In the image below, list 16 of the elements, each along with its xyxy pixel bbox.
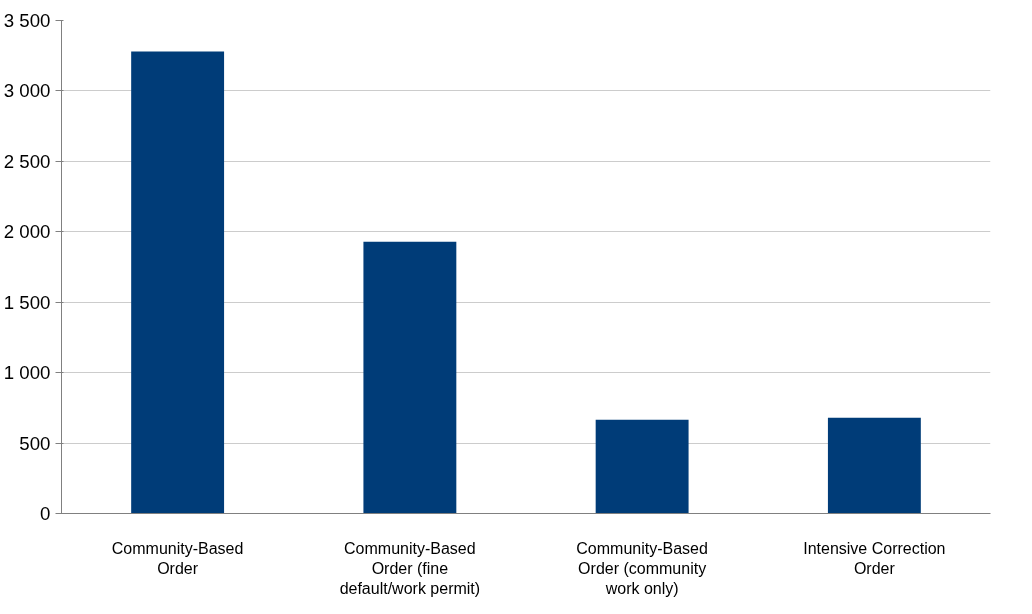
y-tick-label: 3 000 (3, 80, 51, 102)
x-tick-label: Community-Based Order (fine default/work permit) (339, 539, 481, 598)
y-tick-label: 1 500 (3, 291, 51, 313)
y-tick-label: 500 (19, 432, 51, 454)
y-tick-label: 3 500 (3, 10, 51, 31)
bar (131, 51, 225, 514)
bar (827, 417, 921, 514)
x-tick-label: Intensive Correction Order (803, 539, 946, 577)
y-tick-label: 2 500 (3, 150, 51, 172)
bar (363, 241, 457, 514)
x-tick-label: Community-Based Order (111, 539, 244, 577)
bar (595, 419, 689, 514)
y-tick-label: 0 (40, 503, 51, 524)
y-tick-label: 2 000 (3, 221, 51, 243)
x-tick-label: Community-Based Order (community work only) (576, 539, 708, 598)
y-tick-label: 1 000 (3, 362, 51, 384)
